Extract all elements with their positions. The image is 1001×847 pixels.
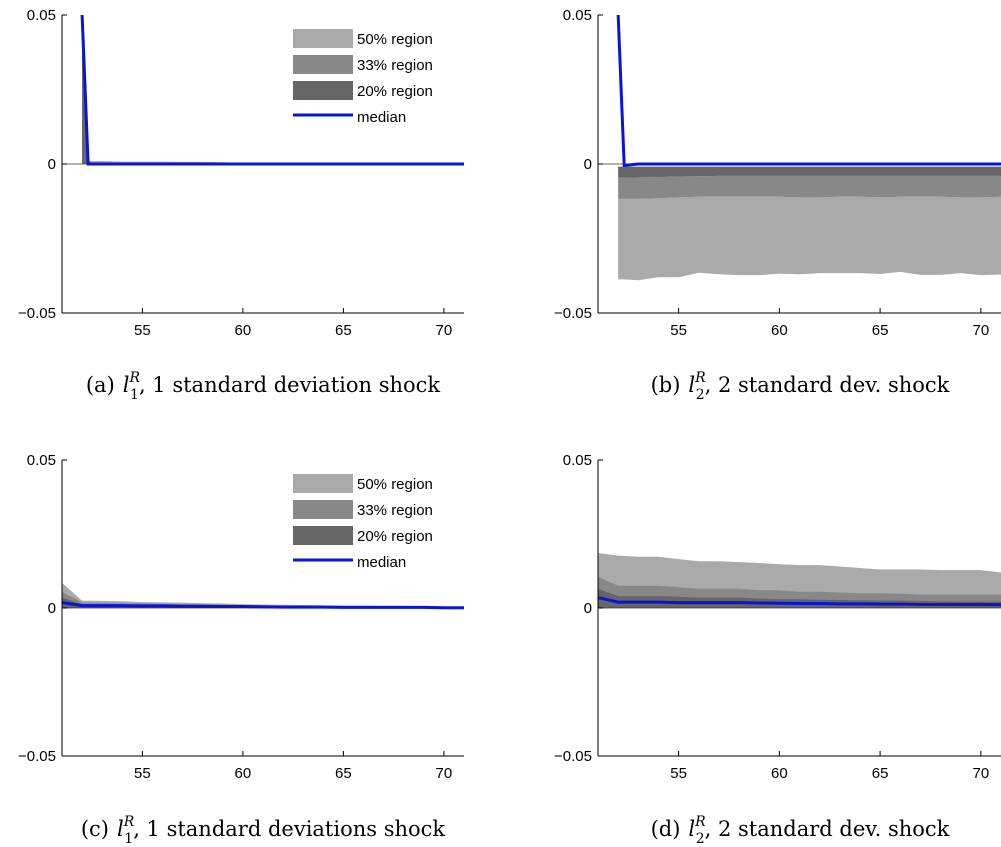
band-2 [62,591,464,608]
x-tick-label: 55 [134,322,151,339]
y-tick-label: 0 [584,156,592,173]
y-tick-label: 0 [48,600,56,617]
caption-sub: 2 [696,831,705,847]
x-tick-label: 60 [235,765,252,782]
x-tick-label: 70 [973,322,990,339]
x-tick-label: 55 [134,765,151,782]
y-tick-label: −0.05 [554,748,592,765]
legend-label: 33% region [357,57,433,74]
y-tick-label: −0.05 [18,305,56,322]
caption-prefix: (b) [651,373,681,397]
legend: 50% region 33% region 20% region median [293,29,433,126]
x-tick-label: 60 [771,322,788,339]
panel-c: −0.05 0 0.05 55 60 65 70 50% region 33% region 20… [18,452,464,847]
panel-a: −0.05 0 0.05 55 60 65 70 50% region 33% region 20… [18,7,464,403]
y-tick-label: 0 [584,600,592,617]
x-tick-label: 70 [436,322,453,339]
caption-sub: 2 [696,387,705,403]
y-tick-label: 0 [48,156,56,173]
legend-label: median [357,554,406,571]
y-tick-label: −0.05 [18,748,56,765]
caption-sub: 1 [130,387,139,403]
caption-symbol: l [117,817,124,841]
legend-label: 33% region [357,502,433,519]
caption-rest: , 1 standard deviation shock [139,373,440,397]
legend-swatch-2 [293,55,353,74]
legend-swatch-2 [293,500,353,519]
band-2 [618,175,1001,199]
caption-sup: R [694,814,706,830]
caption-prefix: (c) [81,817,109,841]
caption-symbol: l [688,817,695,841]
caption-prefix: (a) [86,373,115,397]
y-tick-label: −0.05 [554,305,592,322]
caption-symbol: l [123,373,130,397]
x-tick-label: 65 [872,322,889,339]
panel-caption: (a) lR 1, 1 standard deviation shock [86,370,441,403]
legend-label: 50% region [357,31,433,48]
legend-swatch-3 [293,526,353,545]
panel-caption: (b) lR 2, 2 standard dev. shock [651,370,950,403]
x-tick-label: 65 [872,765,889,782]
panel-caption: (c) lR 1, 1 standard deviations shock [81,814,446,847]
legend: 50% region 33% region 20% region median [293,474,433,571]
legend-swatch-1 [293,474,353,493]
y-tick-label: 0.05 [563,452,592,469]
x-tick-label: 70 [973,765,990,782]
plot-area [62,582,464,610]
panel-d: −0.05 0 0.05 55 60 65 70 (d) lR 2, 2 standard dev… [554,452,1001,847]
caption-rest: , 1 standard deviations shock [133,817,445,841]
x-tick-label: 65 [335,322,352,339]
caption-sup: R [128,370,140,386]
plot-area [62,14,464,166]
caption-sup: R [123,814,135,830]
legend-swatch-1 [293,29,353,48]
y-tick-label: 0.05 [27,452,56,469]
plot-area [598,14,1001,281]
caption-symbol: l [688,373,695,397]
legend-swatch-3 [293,81,353,100]
x-tick-label: 55 [670,322,687,339]
legend-label: 20% region [357,528,433,545]
band-3 [618,166,1001,178]
caption-sub: 1 [124,831,133,847]
panel-caption: (d) lR 2, 2 standard dev. shock [651,814,950,847]
caption-rest: , 2 standard dev. shock [705,817,950,841]
median-line [62,601,464,610]
median-line [616,14,1001,168]
legend-label: median [357,109,406,126]
y-tick-label: 0.05 [563,7,592,24]
y-tick-label: 0.05 [27,7,56,24]
caption-prefix: (d) [651,817,681,841]
plot-area [598,552,1001,609]
x-tick-label: 55 [670,765,687,782]
x-tick-label: 60 [771,765,788,782]
x-tick-label: 65 [335,765,352,782]
median-line [598,596,1001,607]
x-tick-label: 60 [235,322,252,339]
legend-label: 20% region [357,83,433,100]
caption-sup: R [694,370,706,386]
legend-label: 50% region [357,476,433,493]
band-1 [618,196,1001,281]
panel-b: −0.05 0 0.05 55 60 65 70 (b) lR 2, 2 standard dev… [554,7,1001,403]
caption-rest: , 2 standard dev. shock [705,373,950,397]
x-tick-label: 70 [436,765,453,782]
median-line [80,14,464,166]
